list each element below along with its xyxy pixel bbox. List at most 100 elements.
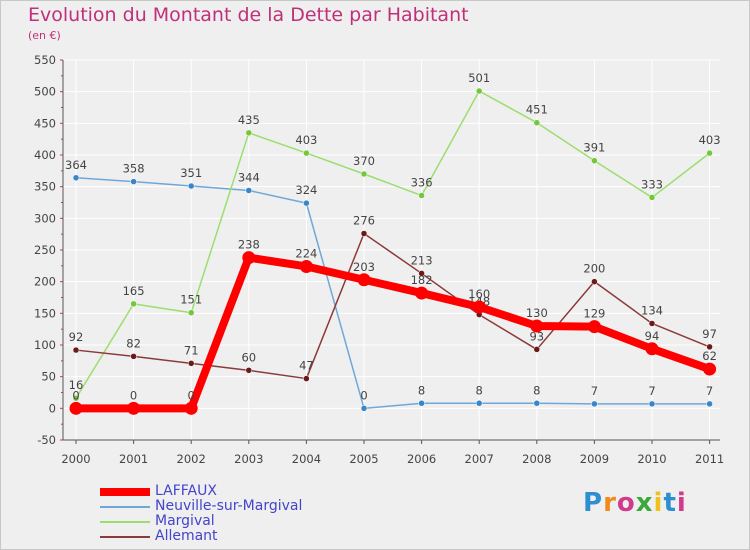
data-point: [475, 400, 483, 407]
legend-swatch: [100, 487, 150, 496]
y-tick-label: 500: [34, 85, 56, 99]
x-tick-label: 2010: [637, 452, 666, 466]
data-label: 8: [533, 383, 540, 397]
data-label: 8: [476, 383, 483, 397]
data-label: 0: [360, 388, 367, 402]
x-tick-label: 2002: [177, 452, 206, 466]
x-tick-label: 2001: [119, 452, 148, 466]
logo-letter: o: [616, 488, 636, 518]
data-point: [645, 342, 659, 356]
data-point: [303, 375, 310, 382]
legend-swatch: [100, 505, 150, 508]
legend-label: Neuville-sur-Margival: [155, 498, 303, 514]
data-point: [72, 346, 80, 354]
data-label: 333: [641, 177, 663, 191]
x-tick-label: 2011: [695, 452, 724, 466]
y-tick-label: 100: [34, 338, 56, 352]
data-point: [533, 119, 541, 126]
data-label: 8: [418, 383, 425, 397]
series-line: [75, 232, 711, 380]
data-point: [127, 401, 141, 415]
data-label: 0: [188, 388, 195, 402]
data-point: [703, 362, 717, 376]
series-neuville-sur-margival: 364 358 351 344 324 0 8 8 8 7 7 7: [65, 158, 713, 412]
data-label: 93: [529, 329, 544, 343]
logo-letter: r: [603, 488, 617, 518]
data-label: 7: [648, 384, 655, 398]
data-label: 351: [180, 166, 202, 180]
y-tick-label: 450: [34, 116, 56, 130]
x-tick-label: 2007: [465, 452, 494, 466]
data-label: 130: [526, 306, 548, 320]
chart-subtitle: (en €): [28, 29, 61, 42]
data-label: 182: [411, 273, 433, 287]
x-tick-label: 2003: [234, 452, 263, 466]
logo-letter: i: [653, 488, 664, 518]
data-label: 451: [526, 103, 548, 117]
logo-letter: i: [676, 488, 687, 518]
data-point: [360, 230, 368, 237]
data-point: [245, 187, 253, 194]
data-label: 200: [583, 262, 605, 276]
x-tick-label: 2009: [580, 452, 609, 466]
data-label: 403: [699, 133, 721, 147]
data-label: 276: [353, 214, 375, 228]
data-label: 203: [353, 260, 375, 274]
legend-label: Allemant: [155, 528, 218, 544]
series-line: [72, 253, 714, 413]
data-label: 97: [702, 327, 717, 341]
data-label: 0: [130, 388, 137, 402]
data-point: [418, 270, 425, 277]
legend-swatch: [100, 520, 150, 523]
series-line: [75, 90, 711, 399]
data-label: 71: [184, 343, 199, 357]
data-label: 224: [295, 246, 317, 260]
x-tick-label: 2004: [292, 452, 321, 466]
data-point: [418, 400, 425, 407]
data-point: [357, 273, 371, 287]
legend-item: Allemant: [100, 529, 302, 544]
series-line: [75, 177, 711, 410]
y-tick-label: 300: [34, 211, 56, 225]
data-point: [187, 182, 195, 190]
y-tick-label: 250: [34, 243, 56, 257]
data-point: [591, 278, 598, 285]
data-point: [472, 300, 486, 314]
x-tick-label: 2000: [61, 452, 90, 466]
legend-label: Margival: [155, 513, 215, 529]
data-label: 391: [583, 141, 605, 155]
data-point: [130, 300, 137, 308]
data-label: 47: [299, 359, 314, 373]
data-point: [418, 192, 425, 199]
data-point: [360, 170, 368, 178]
legend-item: LAFFAUX: [100, 484, 302, 499]
data-point: [591, 400, 598, 408]
logo-letter: x: [635, 488, 654, 518]
data-point: [187, 360, 195, 367]
data-point: [706, 343, 713, 351]
data-label: 16: [69, 378, 84, 392]
legend-item: Neuville-sur-Margival: [100, 499, 302, 514]
chart-legend: LAFFAUX Neuville-sur-Margival Margival Alle…: [100, 484, 302, 544]
data-point: [299, 259, 313, 273]
data-point: [72, 394, 80, 402]
data-label: 501: [468, 71, 490, 85]
data-point: [648, 320, 656, 327]
data-label: 364: [65, 158, 87, 172]
series-margival: 16 165 151 435 403 370 336 501 451 391 333 403: [69, 71, 721, 402]
y-tick-label: 550: [34, 53, 56, 67]
y-tick-label: -50: [37, 433, 56, 447]
data-label: 160: [468, 287, 490, 301]
legend-swatch: [100, 535, 150, 538]
y-tick-label: 350: [34, 180, 56, 194]
data-point: [415, 286, 429, 300]
data-label: 370: [353, 154, 375, 168]
y-tick-label: 400: [34, 148, 56, 162]
data-point: [587, 320, 601, 334]
data-label: 213: [411, 253, 433, 267]
y-tick-label: 50: [41, 370, 56, 384]
data-point: [245, 367, 253, 374]
data-point: [533, 346, 541, 353]
